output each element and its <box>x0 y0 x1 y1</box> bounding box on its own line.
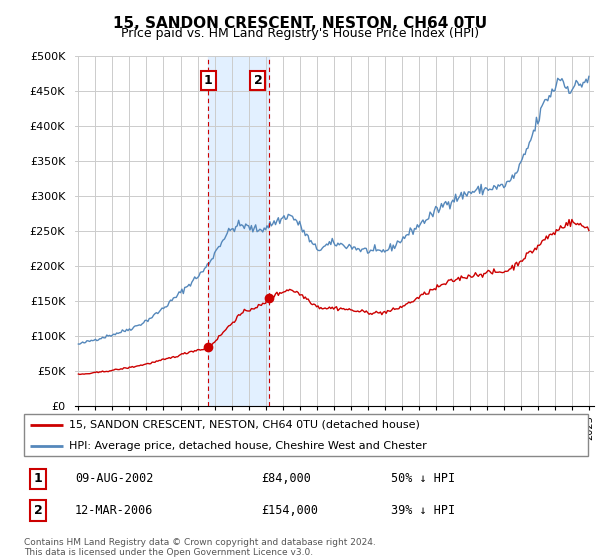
Text: 39% ↓ HPI: 39% ↓ HPI <box>391 504 455 517</box>
Text: 2: 2 <box>254 74 262 87</box>
Text: 15, SANDON CRESCENT, NESTON, CH64 0TU (detached house): 15, SANDON CRESCENT, NESTON, CH64 0TU (d… <box>69 420 420 430</box>
Text: Price paid vs. HM Land Registry's House Price Index (HPI): Price paid vs. HM Land Registry's House … <box>121 27 479 40</box>
Text: £84,000: £84,000 <box>261 472 311 486</box>
Text: 09-AUG-2002: 09-AUG-2002 <box>75 472 153 486</box>
Text: 2: 2 <box>34 504 43 517</box>
Text: 1: 1 <box>203 74 212 87</box>
Text: 50% ↓ HPI: 50% ↓ HPI <box>391 472 455 486</box>
Text: 12-MAR-2006: 12-MAR-2006 <box>75 504 153 517</box>
Bar <box>208 56 269 406</box>
Text: HPI: Average price, detached house, Cheshire West and Chester: HPI: Average price, detached house, Ches… <box>69 441 427 451</box>
Text: Contains HM Land Registry data © Crown copyright and database right 2024.
This d: Contains HM Land Registry data © Crown c… <box>24 538 376 557</box>
Text: 15, SANDON CRESCENT, NESTON, CH64 0TU: 15, SANDON CRESCENT, NESTON, CH64 0TU <box>113 16 487 31</box>
Text: 1: 1 <box>34 472 43 486</box>
FancyBboxPatch shape <box>24 414 588 456</box>
Text: £154,000: £154,000 <box>261 504 318 517</box>
